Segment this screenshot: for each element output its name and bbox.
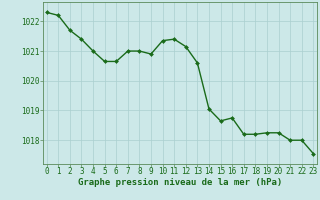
X-axis label: Graphe pression niveau de la mer (hPa): Graphe pression niveau de la mer (hPa) xyxy=(78,178,282,187)
